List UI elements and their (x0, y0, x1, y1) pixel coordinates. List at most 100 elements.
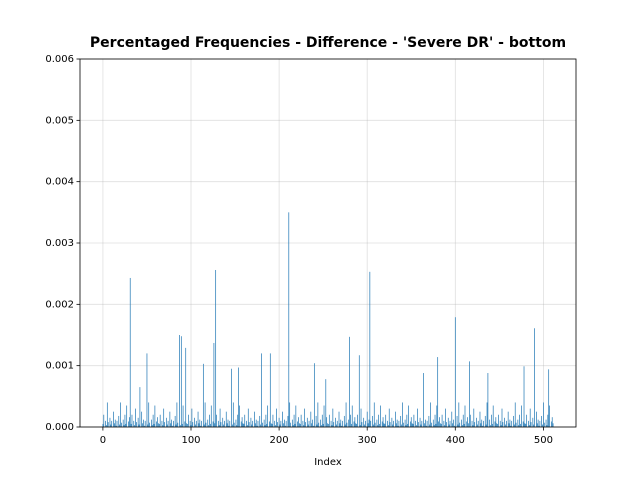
bar (184, 421, 186, 427)
bar (259, 415, 261, 427)
bar (144, 420, 146, 427)
bar (424, 423, 425, 427)
bar (222, 417, 224, 427)
plot-area (80, 58, 576, 428)
bar (247, 425, 248, 427)
y-tick-label: 0.003 (45, 238, 74, 249)
bar (252, 420, 254, 427)
bar (287, 415, 289, 427)
bar (498, 414, 499, 427)
bar (110, 424, 112, 427)
bar (303, 425, 305, 427)
bar (537, 419, 539, 427)
y-tick-label: 0.000 (45, 422, 74, 433)
bar (432, 419, 434, 427)
bar (182, 405, 184, 427)
bar (400, 415, 402, 427)
bar (541, 415, 542, 427)
bar (547, 414, 549, 427)
bar (489, 419, 491, 427)
bar (542, 424, 543, 427)
bar (232, 424, 233, 427)
bar (163, 408, 165, 427)
bar (448, 424, 450, 427)
bar (335, 417, 336, 427)
bar (151, 419, 152, 427)
bar (356, 423, 357, 427)
bar (494, 421, 496, 427)
bar (449, 420, 451, 427)
bar (388, 408, 390, 427)
bar (485, 424, 487, 427)
bar (216, 414, 217, 427)
bar (124, 414, 126, 427)
x-tick-label: 400 (446, 435, 465, 446)
bar (321, 425, 322, 427)
bar (236, 425, 238, 427)
x-tick-label: 300 (358, 435, 377, 446)
bar (106, 402, 108, 427)
bar (438, 421, 439, 427)
bar (490, 425, 491, 427)
bar (174, 415, 176, 427)
bar (210, 405, 212, 427)
bar (461, 419, 462, 427)
bar (152, 414, 154, 427)
bar (195, 420, 197, 427)
bar (156, 421, 157, 427)
bar (411, 423, 413, 427)
x-tick-label: 100 (181, 435, 200, 446)
bar (507, 411, 509, 427)
bar (410, 417, 412, 427)
bar (138, 424, 140, 427)
bar (338, 411, 340, 427)
bar (404, 419, 406, 427)
bar (425, 425, 427, 427)
bar (198, 423, 200, 427)
bar (115, 425, 117, 427)
bar (285, 420, 287, 427)
bar (308, 420, 310, 427)
bar (136, 422, 137, 427)
bar (501, 408, 503, 427)
bar (111, 420, 113, 427)
bar (536, 423, 538, 427)
bar (231, 368, 232, 427)
bar (290, 422, 291, 427)
bar (431, 422, 432, 427)
bar (146, 353, 148, 427)
bar (471, 420, 473, 427)
bar (387, 420, 388, 427)
bar (265, 414, 267, 427)
bar (237, 414, 239, 427)
bar (158, 423, 159, 427)
bar (289, 402, 291, 427)
bar (143, 425, 145, 427)
bar (224, 420, 225, 427)
bar (514, 402, 516, 427)
bar (262, 422, 263, 427)
bar (327, 423, 328, 427)
bar (190, 425, 192, 427)
bar (385, 414, 387, 427)
bar (270, 423, 272, 427)
bar (453, 419, 454, 427)
bar (446, 422, 447, 427)
bar (445, 408, 446, 427)
bar (304, 408, 306, 427)
bar (186, 423, 187, 427)
bar (413, 414, 415, 427)
bar (192, 422, 194, 427)
bar (261, 353, 262, 427)
bar (333, 422, 335, 427)
bar (232, 402, 234, 427)
bar (479, 411, 481, 427)
bar (229, 420, 231, 427)
bar (539, 420, 541, 427)
bar (130, 423, 132, 427)
bar (402, 402, 403, 427)
bar (313, 425, 314, 427)
bar (502, 422, 504, 427)
bar (134, 425, 135, 427)
